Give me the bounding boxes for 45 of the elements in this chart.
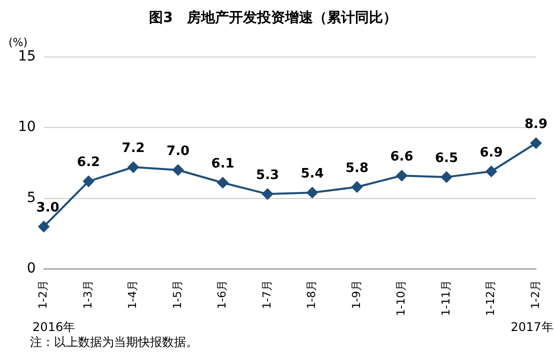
x-tick-label: 1-3月 bbox=[81, 280, 94, 310]
point bbox=[352, 181, 363, 192]
point bbox=[486, 166, 497, 177]
y-tick-label: 0 bbox=[26, 260, 36, 277]
point bbox=[262, 188, 274, 200]
data-label: 6.5 bbox=[434, 150, 458, 166]
y-tick-label: 10 bbox=[18, 119, 36, 136]
x-tick-label: 1-12月 bbox=[484, 280, 498, 316]
data-label: 6.6 bbox=[390, 150, 414, 165]
point bbox=[172, 164, 184, 176]
data-label: 5.4 bbox=[300, 166, 324, 182]
data-label: 5.3 bbox=[256, 168, 280, 183]
x-tick-label: 1-4月 bbox=[126, 280, 140, 310]
data-label: 7.2 bbox=[122, 141, 145, 156]
data-label: 7.0 bbox=[166, 144, 190, 159]
x-tick-label: 1-8月 bbox=[305, 280, 318, 310]
point bbox=[441, 172, 452, 183]
text: 2016年 bbox=[32, 320, 76, 334]
point bbox=[217, 177, 228, 188]
x-tick-label: 1-11月 bbox=[439, 280, 452, 316]
data-label: 8.9 bbox=[524, 116, 548, 132]
y-axis-title: (%) bbox=[8, 36, 28, 50]
data-label: 5.8 bbox=[346, 160, 369, 176]
text: 注：以上数据为当期快报数据。 bbox=[30, 335, 198, 350]
data-label: 3.0 bbox=[36, 200, 60, 216]
point bbox=[530, 138, 542, 149]
point bbox=[83, 176, 94, 187]
y-tick-label: 15 bbox=[18, 48, 36, 64]
data-label: 6.2 bbox=[77, 155, 100, 170]
x-tick-label: 1-2月 bbox=[528, 280, 542, 310]
point bbox=[128, 162, 139, 173]
y-tick-label: 5 bbox=[26, 190, 36, 206]
data-label: 6.9 bbox=[480, 145, 503, 160]
data-label: 6.1 bbox=[211, 156, 234, 172]
x-tick-label: 1-2月 bbox=[36, 280, 50, 310]
x-tick-label: 1-10月 bbox=[394, 280, 408, 316]
chart-title: 图3 房地产开发投资增速（累计同比） bbox=[149, 9, 397, 26]
point bbox=[306, 187, 318, 198]
x-tick-label: 1-6月 bbox=[216, 280, 229, 310]
x-tick-label: 1-5月 bbox=[170, 280, 184, 310]
point bbox=[396, 170, 408, 182]
point bbox=[38, 221, 50, 232]
x-tick-label: 1-9月 bbox=[350, 280, 363, 310]
text: 2017年 bbox=[510, 320, 554, 334]
x-tick-label: 1-7月 bbox=[260, 280, 274, 310]
